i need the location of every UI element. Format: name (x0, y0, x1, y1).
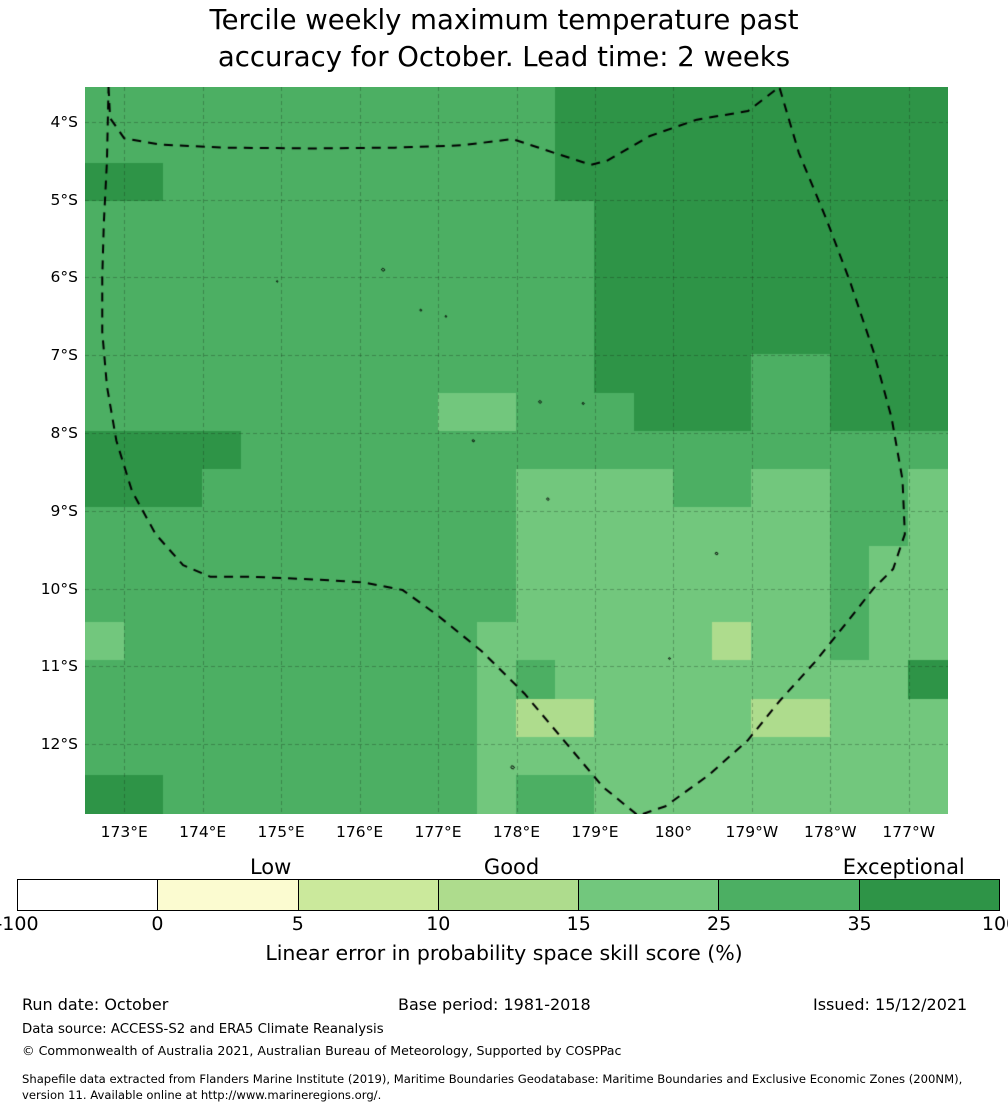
longitude-tick-label: 177°E (414, 823, 462, 841)
longitude-tick-label: 174°E (179, 823, 227, 841)
longitude-tick-label: 178°W (803, 823, 857, 841)
colorbar-segment (157, 880, 298, 910)
colorbar-segment (578, 880, 719, 910)
longitude-tick-label: 179°W (725, 823, 779, 841)
colorbar-segment (437, 880, 579, 910)
colorbar-tick-label: 15 (566, 913, 591, 935)
footer-run-date: Run date: October (22, 995, 169, 1014)
colorbar-tick-label: 0 (151, 913, 164, 935)
latitude-tick-label: 6°S (50, 268, 78, 287)
footer-data-source: Data source: ACCESS-S2 and ERA5 Climate … (22, 1022, 384, 1037)
map-plot-area (85, 87, 948, 814)
latitude-tick-label: 9°S (50, 501, 78, 520)
colorbar-axis-label: Linear error in probability space skill … (265, 941, 743, 965)
colorbar-tick-label: 35 (847, 913, 872, 935)
footer-copyright: © Commonwealth of Australia 2021, Austra… (22, 1043, 622, 1058)
footer-shapefile-line-1: Shapefile data extracted from Flanders M… (22, 1072, 963, 1086)
footer-issued: Issued: 15/12/2021 (813, 995, 968, 1014)
colorbar-segment (718, 880, 859, 910)
footer-shapefile-line-2: version 11. Available online at http://w… (22, 1088, 382, 1102)
latitude-tick-label: 4°S (50, 112, 78, 131)
colorbar-category-label: Low (249, 855, 292, 879)
latitude-tick-label: 8°S (50, 424, 78, 442)
colorbar-tick-label: 10 (426, 913, 451, 935)
chart-title: Tercile weekly maximum temperature past … (0, 2, 1008, 76)
colorbar-tick-label: 5 (291, 913, 304, 935)
latitude-tick-label: 11°S (40, 657, 78, 676)
longitude-tick-label: 175°E (257, 823, 305, 841)
chart-title-line-2: accuracy for October. Lead time: 2 weeks (217, 41, 791, 73)
longitude-tick-label: 173°E (100, 823, 148, 841)
longitude-tick-label: 180° (654, 823, 693, 841)
footer-base-period: Base period: 1981-2018 (398, 995, 591, 1014)
longitude-tick-label: 176°E (336, 823, 384, 841)
latitude-tick-label: 7°S (50, 346, 78, 365)
colorbar (17, 879, 1000, 911)
colorbar-segment (858, 880, 999, 910)
colorbar-segment (297, 880, 438, 910)
longitude-tick-label: 178°E (492, 823, 541, 841)
chart-title-line-1: Tercile weekly maximum temperature past (209, 4, 799, 36)
colorbar-category-label: Good (483, 855, 540, 879)
colorbar-segment (18, 880, 158, 910)
skill-score-heatmap (85, 87, 948, 814)
latitude-tick-label: 12°S (40, 735, 78, 754)
latitude-tick-label: 5°S (50, 190, 78, 209)
colorbar-tick-label: -100 (0, 913, 39, 935)
colorbar-tick-label: 25 (707, 913, 732, 935)
latitude-tick-label: 10°S (40, 579, 78, 598)
colorbar-category-label: Exceptional (842, 855, 965, 879)
longitude-tick-label: 179°E (571, 823, 619, 841)
colorbar-tick-label: 100 (981, 913, 1008, 935)
longitude-tick-label: 177°W (882, 823, 936, 841)
